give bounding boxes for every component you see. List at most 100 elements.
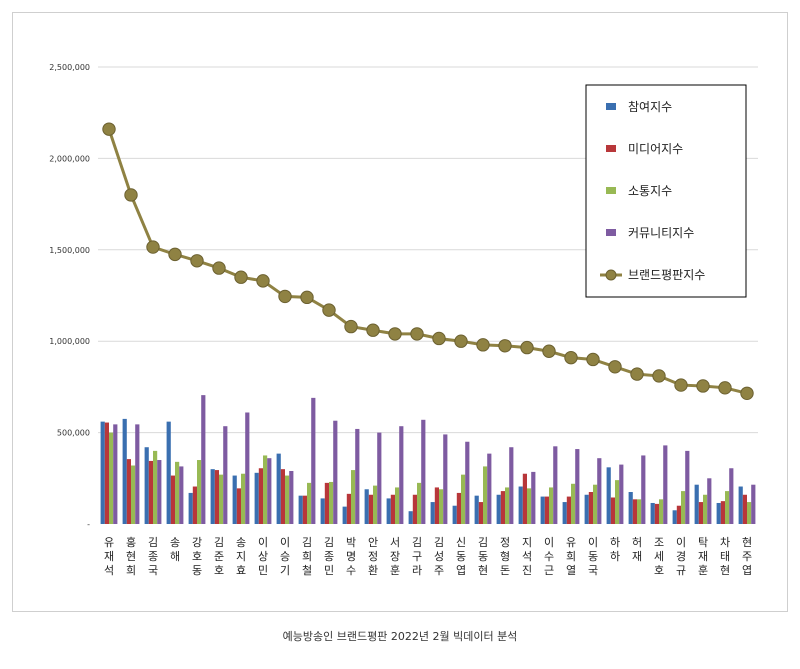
x-axis: 유 재 석 홍 현 희 김 종 국 송 해 강 호 동 김 준 호 송 지 효 이 상 민 이 승 기 김 희 철 김 종 민 박 명 수 안 정 환 서 장… <box>104 535 752 577</box>
bar <box>650 502 655 524</box>
line-point <box>718 381 732 395</box>
bar <box>267 458 272 524</box>
bar <box>619 464 624 524</box>
line-point <box>322 303 336 317</box>
legend-swatch <box>606 145 616 152</box>
legend-swatch <box>606 229 616 236</box>
bar <box>166 421 171 524</box>
bar <box>320 498 325 524</box>
bar <box>496 494 501 524</box>
bar <box>241 473 246 524</box>
bar <box>245 412 250 524</box>
y-tick-label: 500,000 <box>57 429 90 438</box>
bar <box>408 511 413 524</box>
bar <box>175 461 180 524</box>
bar <box>738 486 743 524</box>
bar <box>456 492 461 524</box>
line-point <box>454 334 468 348</box>
line-point <box>652 369 666 383</box>
bar <box>694 484 699 524</box>
bar <box>505 487 510 524</box>
y-axis: - 500,000 1,000,000 1,500,000 2,000,000 2,500… <box>49 63 90 529</box>
bar <box>434 487 439 524</box>
bar <box>566 496 571 524</box>
bar <box>584 494 589 524</box>
bar <box>549 487 554 524</box>
bar <box>465 441 470 524</box>
line-point <box>146 240 160 254</box>
bar <box>439 489 444 524</box>
bar <box>443 434 448 524</box>
line-point <box>674 378 688 392</box>
line-point <box>388 327 402 341</box>
bar <box>263 455 268 524</box>
bar <box>610 497 615 524</box>
y-tick-label: 1,000,000 <box>49 337 90 346</box>
chart-caption: 예능방송인 브랜드평판 2022년 2월 빅데이터 분석 <box>282 630 518 643</box>
bar <box>333 420 338 524</box>
bar <box>540 496 545 524</box>
bar <box>720 501 725 524</box>
bar <box>170 475 175 524</box>
bar <box>131 465 136 524</box>
legend-label: 미디어지수 <box>628 142 683 156</box>
line-point <box>344 319 358 334</box>
bar <box>399 426 404 524</box>
bar <box>659 499 664 524</box>
bar <box>487 453 492 524</box>
line-point <box>366 323 380 337</box>
bar <box>641 455 646 524</box>
bar <box>258 468 263 524</box>
bar <box>351 470 356 524</box>
line-point <box>542 344 556 358</box>
bar <box>518 486 523 524</box>
bar <box>386 498 391 524</box>
bar <box>707 478 712 524</box>
bar <box>527 488 532 524</box>
legend-label: 브랜드평판지수 <box>628 268 705 282</box>
bar <box>588 492 593 524</box>
bar <box>104 422 109 524</box>
bar <box>223 426 228 524</box>
bar <box>346 493 351 524</box>
bar <box>628 492 633 524</box>
line-point <box>124 188 138 202</box>
bar <box>364 489 369 524</box>
bar <box>751 484 756 524</box>
bar <box>197 460 202 524</box>
legend-swatch <box>606 103 616 110</box>
line-point <box>630 367 644 381</box>
bar <box>412 494 417 524</box>
bar <box>276 453 281 524</box>
bar <box>302 495 307 524</box>
line-point <box>520 340 534 355</box>
line-point <box>168 247 182 262</box>
legend-label: 참여지수 <box>628 100 672 114</box>
bar <box>747 502 752 524</box>
bar <box>637 499 642 524</box>
bar <box>368 494 373 524</box>
bar <box>654 503 659 524</box>
bar <box>144 447 149 524</box>
bar <box>703 494 708 524</box>
